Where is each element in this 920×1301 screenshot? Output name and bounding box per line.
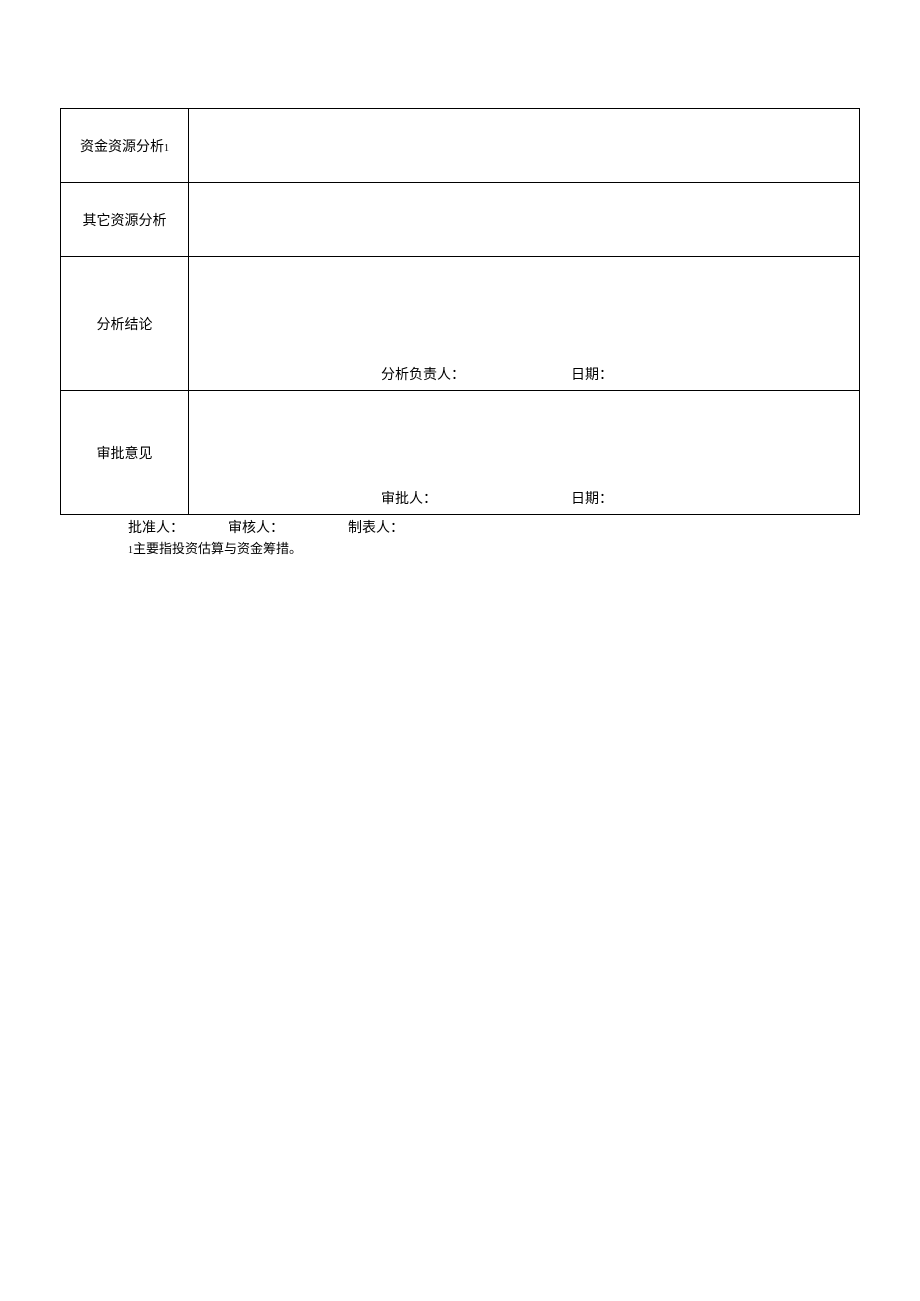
footnote-ref: 1 [164, 143, 169, 154]
row-label-conclusion: 分析结论 [61, 257, 189, 391]
reviewer-signer: 审核人： [228, 519, 348, 539]
approver-signer: 批准人： [128, 519, 228, 539]
footer-section: 批准人： 审核人： 制表人： 1主要指投资估算与资金筹措。 [60, 519, 860, 561]
row-label-funding: 资金资源分析1 [61, 109, 189, 183]
conclusion-signature-line: 分析负责人： 日期： [189, 364, 859, 384]
table-row: 其它资源分析 [61, 183, 860, 257]
approver-label: 审批人： [381, 488, 571, 508]
analysis-owner-label: 分析负责人： [381, 364, 571, 384]
row-content-approval: 审批人： 日期： [189, 391, 860, 515]
row-label-approval: 审批意见 [61, 391, 189, 515]
row-label-other: 其它资源分析 [61, 183, 189, 257]
footer-signers: 批准人： 审核人： 制表人： [128, 519, 860, 539]
footnote-text: 主要指投资估算与资金筹措。 [133, 541, 302, 556]
row-content-conclusion: 分析负责人： 日期： [189, 257, 860, 391]
approval-signature-line: 审批人： 日期： [189, 488, 859, 508]
resource-analysis-table: 资金资源分析1 其它资源分析 分析结论 分析负责人： 日期： 审批意见 审批人：… [60, 108, 860, 515]
table-row: 分析结论 分析负责人： 日期： [61, 257, 860, 391]
preparer-signer: 制表人： [348, 519, 404, 539]
table-row: 资金资源分析1 [61, 109, 860, 183]
row-content-funding [189, 109, 860, 183]
footnote: 1主要指投资估算与资金筹措。 [128, 539, 860, 561]
approval-date-label: 日期： [571, 488, 613, 508]
table-row: 审批意见 审批人： 日期： [61, 391, 860, 515]
conclusion-date-label: 日期： [571, 364, 613, 384]
row-content-other [189, 183, 860, 257]
